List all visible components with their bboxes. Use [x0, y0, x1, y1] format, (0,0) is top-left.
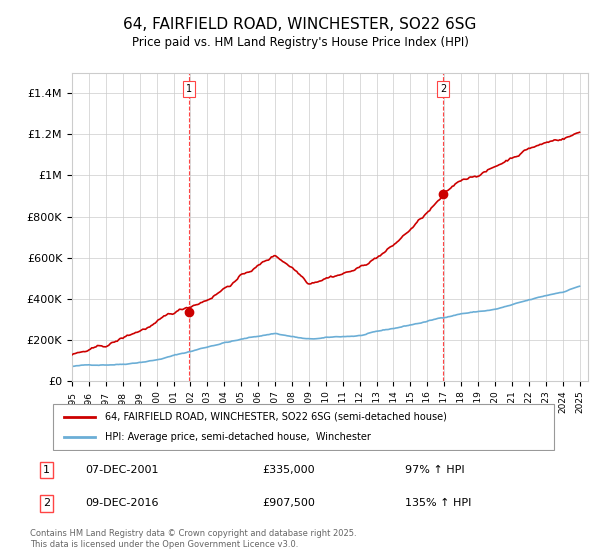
Text: £335,000: £335,000 [262, 465, 314, 475]
Text: £907,500: £907,500 [262, 498, 315, 508]
Text: HPI: Average price, semi-detached house,  Winchester: HPI: Average price, semi-detached house,… [106, 432, 371, 442]
Text: 135% ↑ HPI: 135% ↑ HPI [406, 498, 472, 508]
Text: 64, FAIRFIELD ROAD, WINCHESTER, SO22 6SG: 64, FAIRFIELD ROAD, WINCHESTER, SO22 6SG [124, 17, 476, 32]
Text: 2: 2 [440, 84, 446, 94]
Text: 97% ↑ HPI: 97% ↑ HPI [406, 465, 465, 475]
Text: 1: 1 [43, 465, 50, 475]
FancyBboxPatch shape [53, 404, 554, 450]
Text: 2: 2 [43, 498, 50, 508]
Text: Price paid vs. HM Land Registry's House Price Index (HPI): Price paid vs. HM Land Registry's House … [131, 36, 469, 49]
Text: 1: 1 [186, 84, 192, 94]
Text: 09-DEC-2016: 09-DEC-2016 [85, 498, 158, 508]
Text: Contains HM Land Registry data © Crown copyright and database right 2025.
This d: Contains HM Land Registry data © Crown c… [30, 529, 356, 549]
Text: 07-DEC-2001: 07-DEC-2001 [85, 465, 158, 475]
Text: 64, FAIRFIELD ROAD, WINCHESTER, SO22 6SG (semi-detached house): 64, FAIRFIELD ROAD, WINCHESTER, SO22 6SG… [106, 412, 447, 422]
